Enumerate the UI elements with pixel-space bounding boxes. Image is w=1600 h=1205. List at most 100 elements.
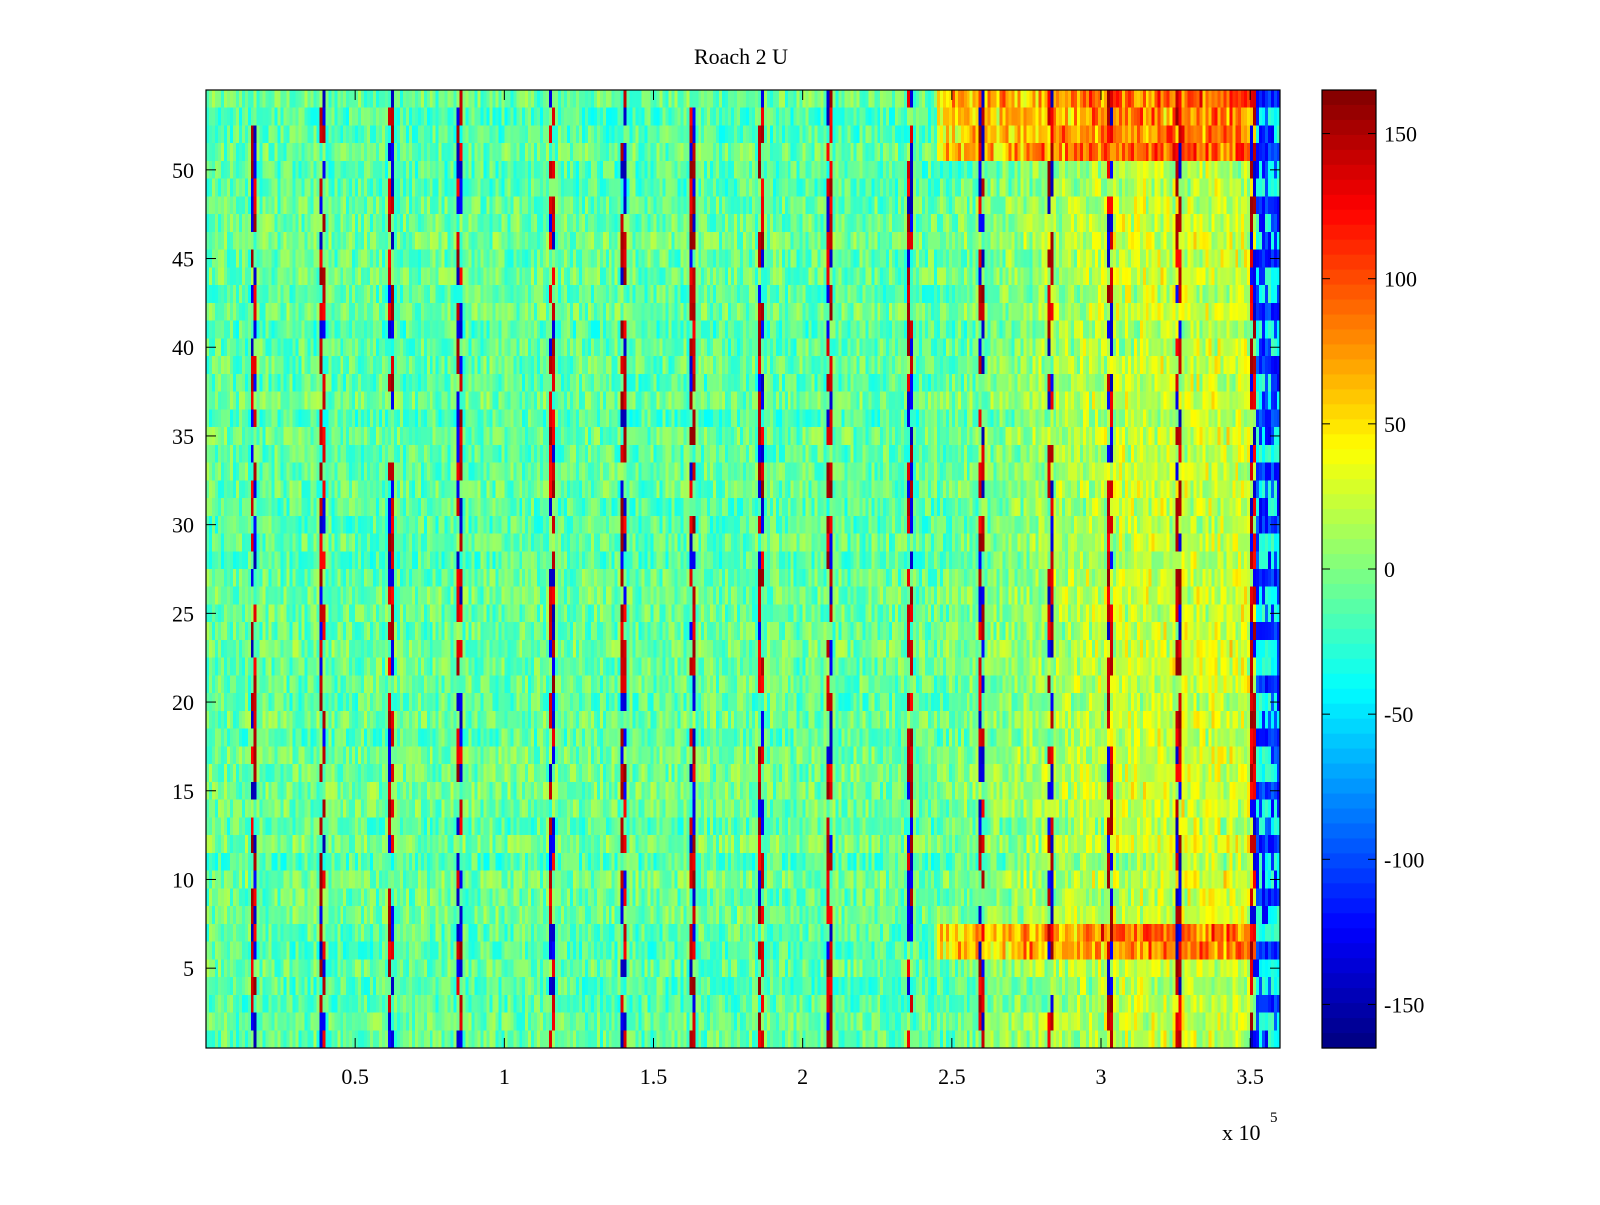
colorbar-band xyxy=(1322,658,1376,675)
colorbar-band xyxy=(1322,419,1376,435)
y-tick-label: 45 xyxy=(172,247,194,272)
colorbar-band xyxy=(1322,913,1376,929)
colorbar-band xyxy=(1322,958,1376,974)
colorbar-band xyxy=(1322,104,1376,121)
colorbar-band xyxy=(1322,569,1376,585)
colorbar-band xyxy=(1322,164,1376,181)
colorbar-band xyxy=(1322,554,1376,570)
colorbar-band xyxy=(1322,613,1376,630)
colorbar-band xyxy=(1322,973,1376,989)
colorbar-band xyxy=(1322,583,1376,600)
colorbar-band xyxy=(1322,598,1376,615)
colorbar-band xyxy=(1322,793,1376,810)
colorbar-band xyxy=(1322,898,1376,914)
x-tick-label: 1.5 xyxy=(640,1064,668,1089)
colorbar-band xyxy=(1322,479,1376,495)
x-axis-multiplier-exponent: 5 xyxy=(1270,1110,1278,1126)
y-axis-ticks: 5 10 15 20 25 30 35 40 45 50 xyxy=(172,158,1280,981)
colorbar-tick-label: 100 xyxy=(1384,267,1417,292)
x-tick-label: 1 xyxy=(499,1064,510,1089)
x-tick-label: 2.5 xyxy=(938,1064,966,1089)
colorbar-band xyxy=(1322,524,1376,540)
colorbar-ticks: 150 100 50 0 -50 -100 -150 xyxy=(1322,122,1424,1017)
y-tick-label: 15 xyxy=(172,779,194,804)
colorbar-band xyxy=(1322,748,1376,765)
colorbar-band xyxy=(1322,1018,1376,1034)
colorbar-band xyxy=(1322,628,1376,645)
colorbar-band xyxy=(1322,239,1376,256)
colorbar-band xyxy=(1322,853,1376,869)
colorbar-band xyxy=(1322,314,1376,331)
colorbar-band xyxy=(1322,928,1376,944)
colorbar-band xyxy=(1322,868,1376,884)
colorbar-band xyxy=(1322,329,1376,346)
chart-title: Roach 2 U xyxy=(694,44,788,69)
colorbar-band xyxy=(1322,299,1376,316)
colorbar-band xyxy=(1322,149,1376,166)
plot-frame xyxy=(205,89,1281,1049)
colorbar-tick-label: -50 xyxy=(1384,702,1413,727)
colorbar-band xyxy=(1322,404,1376,420)
colorbar xyxy=(1322,90,1376,1049)
colorbar-band xyxy=(1322,643,1376,660)
colorbar-band xyxy=(1322,509,1376,525)
colorbar-band xyxy=(1322,1033,1376,1049)
colorbar-band xyxy=(1322,718,1376,735)
colorbar-band xyxy=(1322,539,1376,555)
colorbar-band xyxy=(1322,943,1376,959)
colorbar-band xyxy=(1322,778,1376,795)
colorbar-band xyxy=(1322,883,1376,899)
colorbar-band xyxy=(1322,209,1376,226)
colorbar-band xyxy=(1322,344,1376,361)
colorbar-band xyxy=(1322,90,1376,106)
colorbar-band xyxy=(1322,434,1376,450)
colorbar-band xyxy=(1322,374,1376,390)
colorbar-tick-label: 150 xyxy=(1384,122,1417,147)
y-tick-label: 20 xyxy=(172,690,194,715)
x-axis-multiplier: x 10 xyxy=(1222,1120,1261,1145)
colorbar-band xyxy=(1322,673,1376,690)
y-tick-label: 30 xyxy=(172,513,194,538)
y-tick-label: 50 xyxy=(172,158,194,183)
colorbar-band xyxy=(1322,254,1376,271)
heatmap-image xyxy=(206,90,1280,1048)
x-tick-label: 3 xyxy=(1096,1064,1107,1089)
colorbar-band xyxy=(1322,284,1376,301)
colorbar-band xyxy=(1322,224,1376,241)
colorbar-band xyxy=(1322,449,1376,465)
colorbar-band xyxy=(1322,194,1376,211)
colorbar-band xyxy=(1322,763,1376,780)
x-axis-ticks: 0.5 1 1.5 2 2.5 3 3.5 xyxy=(341,90,1264,1089)
colorbar-band xyxy=(1322,823,1376,840)
colorbar-band xyxy=(1322,733,1376,750)
colorbar-band xyxy=(1322,119,1376,136)
colorbar-band xyxy=(1322,688,1376,705)
colorbar-tick-label: 0 xyxy=(1384,557,1395,582)
colorbar-tick-label: 50 xyxy=(1384,412,1406,437)
heatmap-cells xyxy=(206,90,1280,1048)
colorbar-band xyxy=(1322,703,1376,720)
colorbar-tick-label: -100 xyxy=(1384,847,1424,872)
x-tick-label: 3.5 xyxy=(1236,1064,1264,1089)
colorbar-band xyxy=(1322,988,1376,1004)
colorbar-band xyxy=(1322,494,1376,510)
x-tick-label: 2 xyxy=(797,1064,808,1089)
colorbar-band xyxy=(1322,838,1376,855)
colorbar-band xyxy=(1322,269,1376,286)
y-tick-label: 40 xyxy=(172,335,194,360)
y-tick-label: 25 xyxy=(172,601,194,626)
colorbar-band xyxy=(1322,359,1376,376)
colorbar-band xyxy=(1322,134,1376,151)
colorbar-band xyxy=(1322,1003,1376,1019)
colorbar-tick-label: -150 xyxy=(1384,992,1424,1017)
x-tick-label: 0.5 xyxy=(341,1064,369,1089)
colorbar-band xyxy=(1322,179,1376,196)
y-tick-label: 35 xyxy=(172,424,194,449)
y-tick-label: 5 xyxy=(183,956,194,981)
y-tick-label: 10 xyxy=(172,867,194,892)
colorbar-band xyxy=(1322,389,1376,405)
colorbar-band xyxy=(1322,464,1376,480)
colorbar-band xyxy=(1322,808,1376,825)
